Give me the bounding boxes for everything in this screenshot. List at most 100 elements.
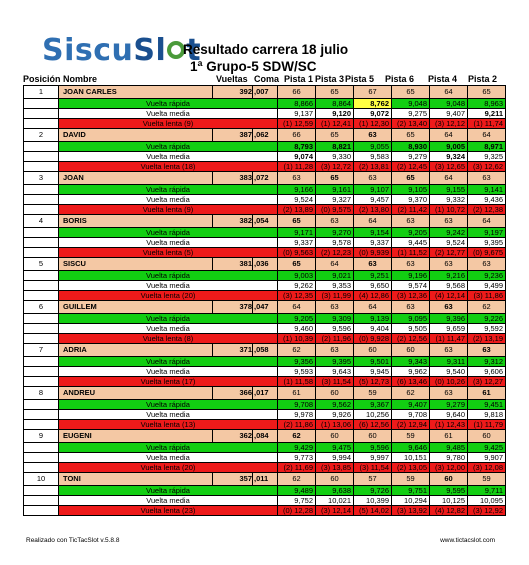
avg-lap-cell: 9,337: [353, 237, 392, 248]
fast-lap-row: Vuelta rápida 9,429 9,475 9,596 9,646 9,485 9,…: [23, 442, 506, 453]
avg-lap-cell: 9,592: [467, 323, 506, 334]
avg-lap-cell: 9,074: [277, 151, 316, 162]
fast-lap-cell: 9,021: [315, 270, 354, 281]
track-laps-cell: 57: [353, 472, 392, 486]
slow-lap-cell: (3) 12,35: [277, 290, 316, 301]
avg-lap-row: Vuelta media 9,752 10,021 10,399 10,294 10,12…: [23, 495, 506, 506]
avg-lap-label: Vuelta media: [58, 323, 278, 334]
driver-row: 2 DAVID 387,062 66 65 63 65 64 64: [23, 128, 506, 142]
fast-lap-cell: 9,711: [467, 485, 506, 496]
slow-lap-cell: (1) 12,30: [353, 118, 392, 129]
avg-lap-cell: 9,578: [315, 237, 354, 248]
driver-name: ADRIA: [58, 343, 213, 357]
slow-lap-cell: (1) 11,28: [277, 161, 316, 172]
driver-laps-total: 382: [212, 214, 253, 228]
track-laps-cell: 65: [277, 257, 316, 271]
track-laps-cell: 63: [353, 128, 392, 142]
row-spacer: [23, 442, 59, 453]
fast-lap-cell: 9,139: [353, 313, 392, 324]
track-laps-cell: 61: [429, 429, 468, 443]
slow-lap-cell: (2) 13,89: [277, 204, 316, 215]
slow-lap-cell: (6) 12,56: [353, 419, 392, 430]
slow-lap-label-text: Vuelta lenta: [142, 205, 183, 214]
track-laps-cell: 62: [277, 429, 316, 443]
avg-lap-cell: 10,125: [429, 495, 468, 506]
avg-lap-row: Vuelta media 9,593 9,643 9,945 9,962 9,540 9,6…: [23, 366, 506, 377]
fast-lap-cell: 9,107: [353, 184, 392, 195]
siscuslot-logo: SiscuSl t: [42, 36, 201, 66]
track-laps-cell: 67: [353, 85, 392, 99]
row-spacer: [23, 108, 59, 119]
avg-lap-cell: 10,399: [353, 495, 392, 506]
fast-lap-row: Vuelta rápida 9,356 9,395 9,501 9,343 9,311 9,…: [23, 356, 506, 367]
fast-lap-row: Vuelta rápida 9,003 9,021 9,251 9,196 9,216 9,…: [23, 270, 506, 281]
avg-lap-label: Vuelta media: [58, 495, 278, 506]
header-pista-4: Pista 4: [428, 74, 458, 84]
slow-lap-count: (8): [184, 334, 194, 343]
avg-lap-cell: 9,568: [429, 280, 468, 291]
track-laps-cell: 63: [429, 257, 468, 271]
avg-lap-cell: 10,151: [391, 452, 430, 463]
avg-lap-cell: 9,137: [277, 108, 316, 119]
fast-lap-cell: 9,048: [391, 98, 430, 109]
slow-lap-cell: (3) 13,85: [315, 462, 354, 473]
header-nombre: Nombre: [63, 74, 98, 84]
driver-laps-fraction: ,007: [252, 85, 278, 99]
row-spacer: [23, 356, 59, 367]
driver-name: DAVID: [58, 128, 213, 142]
avg-lap-cell: 9,659: [429, 323, 468, 334]
avg-lap-cell: 9,337: [277, 237, 316, 248]
fast-lap-cell: 9,343: [391, 356, 430, 367]
track-laps-cell: 63: [315, 343, 354, 357]
slow-lap-cell: (1) 12,59: [277, 118, 316, 129]
fast-lap-cell: 9,312: [467, 356, 506, 367]
slow-lap-cell: (2) 12,45: [391, 161, 430, 172]
avg-lap-cell: 9,407: [429, 108, 468, 119]
row-spacer: [23, 505, 59, 516]
fast-lap-cell: 9,155: [429, 184, 468, 195]
driver-row: 9 EUGENI 362,084 62 60 60 59 61 60: [23, 429, 506, 443]
avg-lap-cell: 9,540: [429, 366, 468, 377]
slow-lap-cell: (3) 12,27: [467, 376, 506, 387]
slow-lap-row: Vuelta lenta (18) (1) 11,28 (3) 12,72 (2) 1…: [23, 161, 506, 172]
avg-lap-cell: 9,275: [391, 108, 430, 119]
slow-lap-cell: (2) 12,56: [391, 333, 430, 344]
slow-lap-label-text: Vuelta lenta: [140, 506, 180, 515]
avg-lap-cell: 9,211: [467, 108, 506, 119]
fast-lap-cell: 9,205: [277, 313, 316, 324]
slow-lap-cell: (2) 11,42: [391, 204, 430, 215]
driver-laps-fraction: ,062: [252, 128, 278, 142]
track-laps-cell: 64: [467, 128, 506, 142]
avg-lap-cell: 9,072: [353, 108, 392, 119]
avg-lap-row: Vuelta media 9,074 9,330 9,583 9,279 9,324 9,3…: [23, 151, 506, 162]
avg-lap-cell: 9,708: [391, 409, 430, 420]
avg-lap-cell: 9,583: [353, 151, 392, 162]
slow-lap-cell: (4) 12,82: [429, 505, 468, 516]
avg-lap-cell: 9,997: [353, 452, 392, 463]
avg-lap-row: Vuelta media 9,773 9,994 9,997 10,151 9,780 9,…: [23, 452, 506, 463]
avg-lap-cell: 9,524: [429, 237, 468, 248]
avg-lap-cell: 9,404: [353, 323, 392, 334]
slow-lap-cell: (3) 12,12: [429, 118, 468, 129]
fast-lap-label: Vuelta rápida: [58, 356, 278, 367]
track-laps-cell: 60: [467, 429, 506, 443]
row-spacer: [23, 462, 59, 473]
row-spacer: [23, 419, 59, 430]
driver-row: 5 SISCU 381,036 65 64 63 63 63 63: [23, 257, 506, 271]
driver-name: SISCU: [58, 257, 213, 271]
slow-lap-label: Vuelta lenta (5): [58, 247, 278, 258]
avg-lap-cell: 10,095: [467, 495, 506, 506]
slow-lap-cell: (3) 12,65: [429, 161, 468, 172]
slow-lap-label: Vuelta lenta (20): [58, 462, 278, 473]
row-spacer: [23, 204, 59, 215]
track-laps-cell: 65: [315, 85, 354, 99]
avg-lap-cell: 9,457: [353, 194, 392, 205]
avg-lap-cell: 9,499: [467, 280, 506, 291]
driver-row: 4 BORIS 382,054 65 63 64 63 63 64: [23, 214, 506, 228]
slow-lap-cell: (2) 13,81: [353, 161, 392, 172]
header-coma: Coma: [254, 74, 280, 84]
avg-lap-cell: 9,650: [353, 280, 392, 291]
footer-url[interactable]: www.tictacslot.com: [440, 537, 495, 544]
avg-lap-cell: 9,332: [429, 194, 468, 205]
slow-lap-cell: (3) 12,14: [315, 505, 354, 516]
